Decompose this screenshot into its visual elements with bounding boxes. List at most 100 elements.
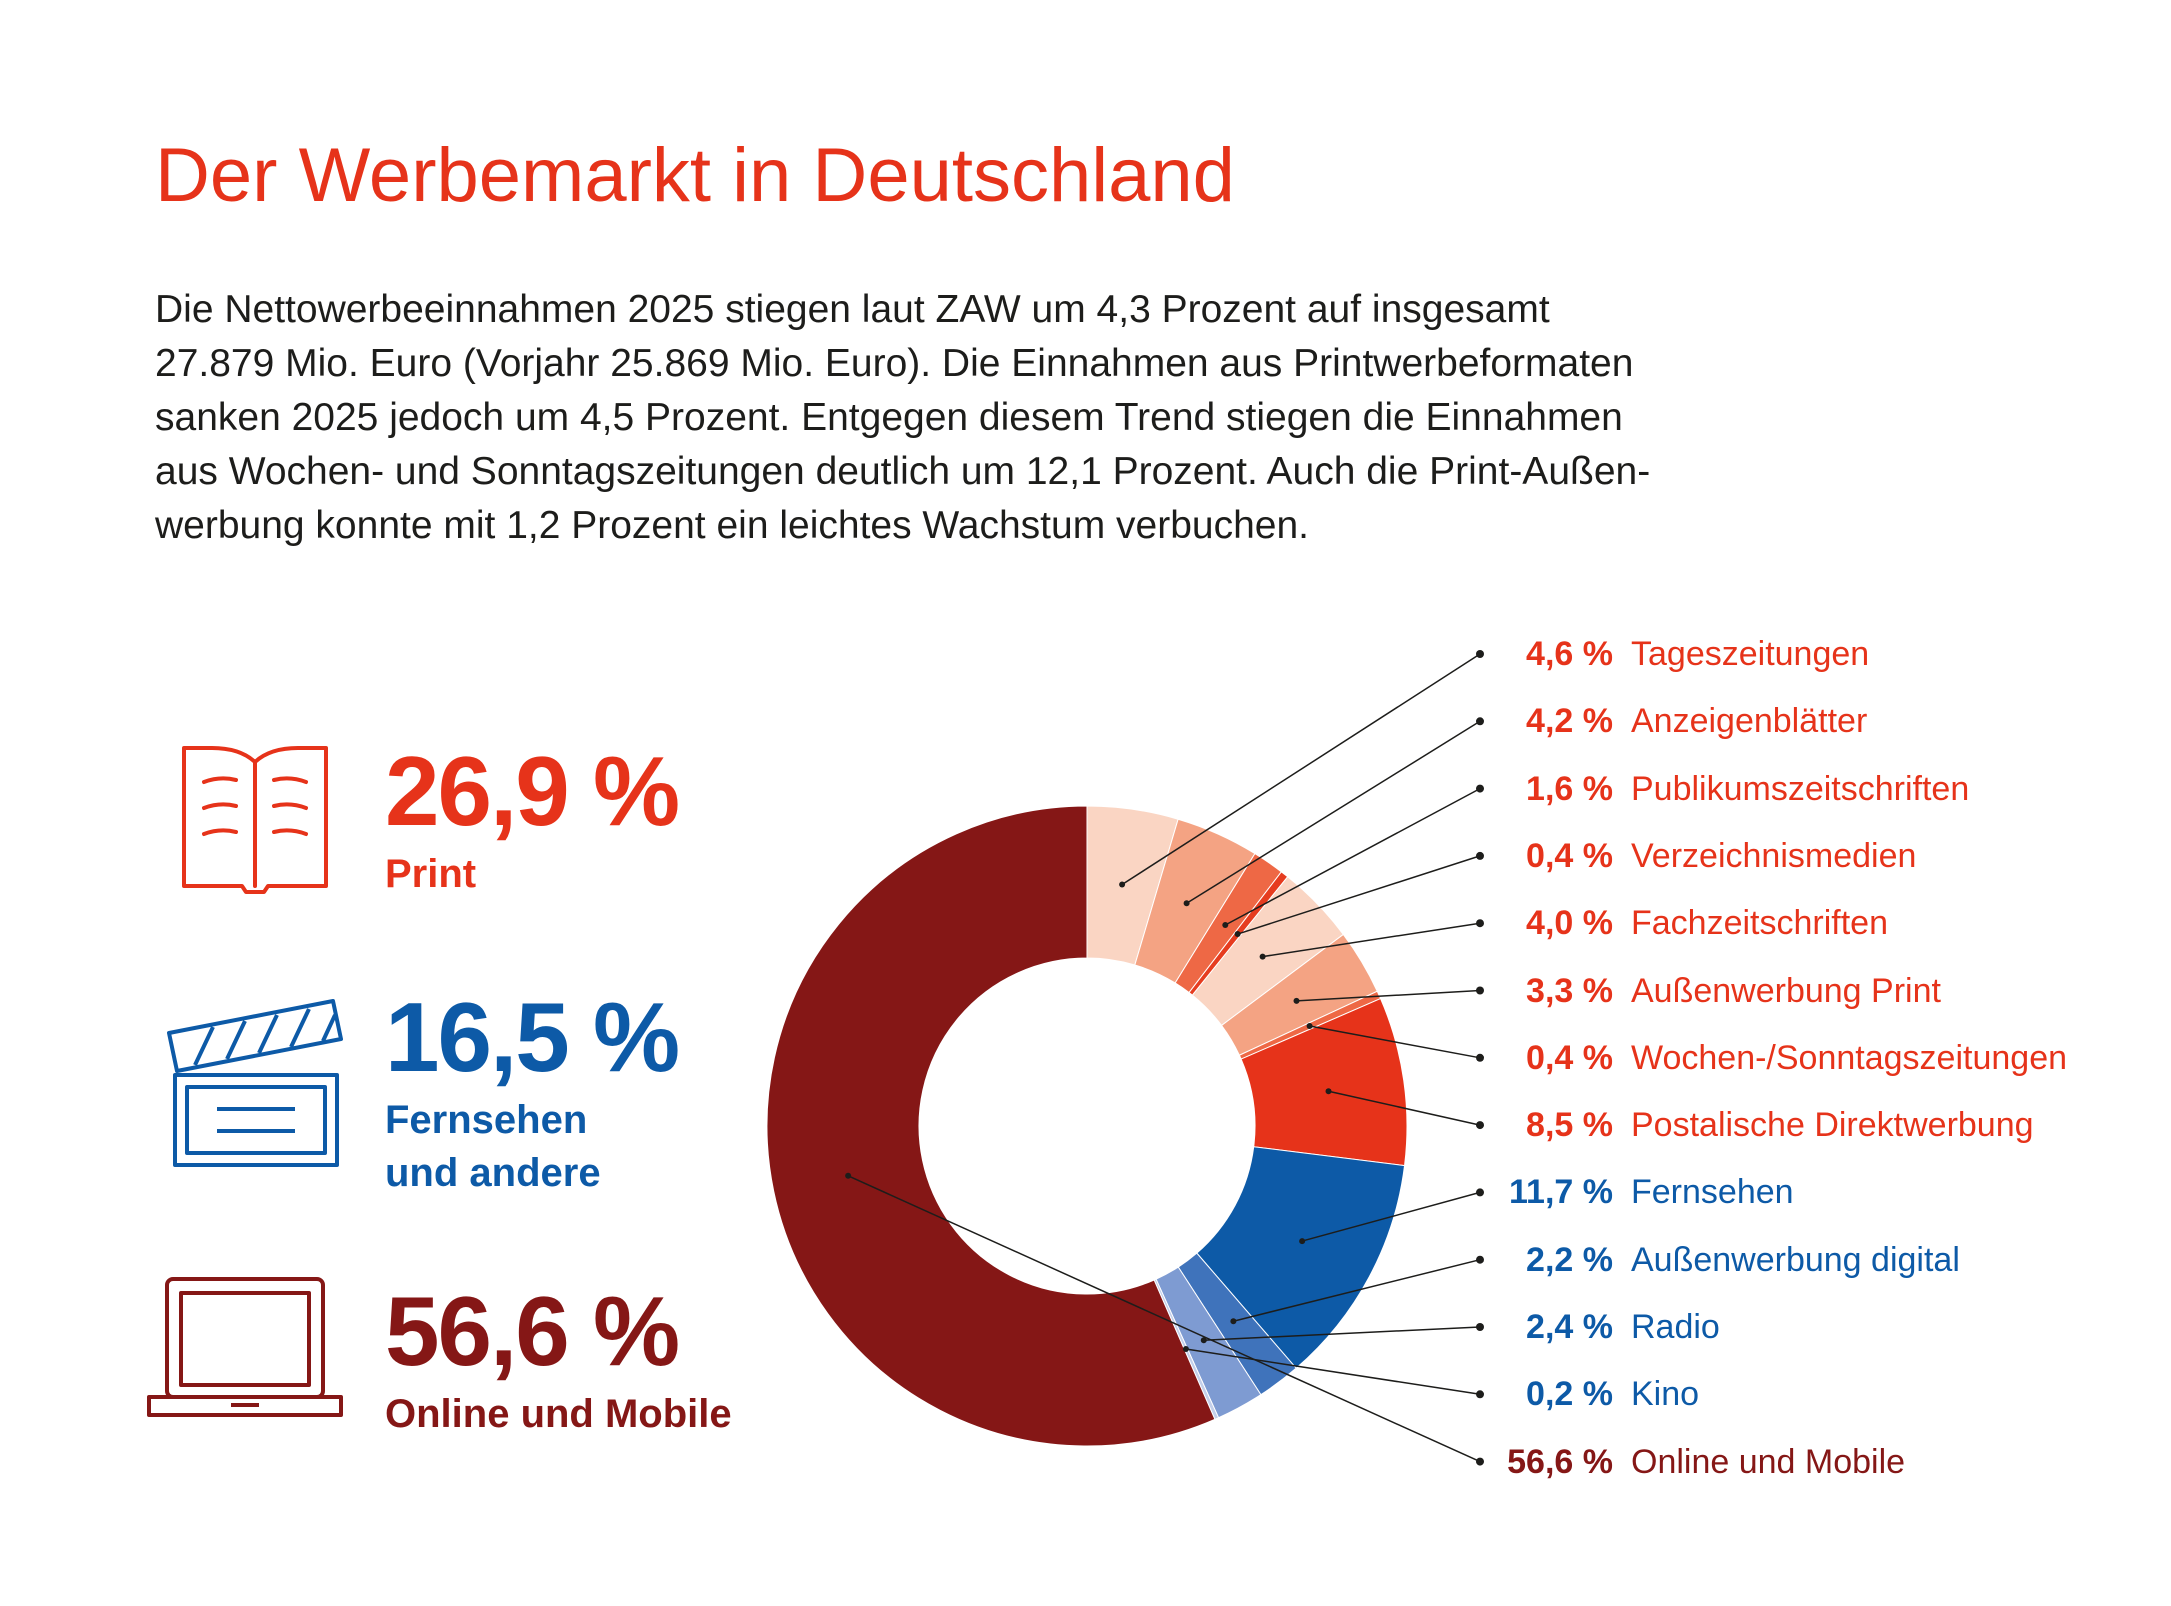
legend-label: Außenwerbung digital [1631,1240,1960,1279]
legend-value: 11,7 % [1509,1173,1613,1212]
category-online: 56,6 % Online und Mobile [385,1282,732,1441]
leader-dot [1476,1390,1484,1399]
leader-line [1237,855,1481,935]
leader-dot [1234,931,1241,938]
legend-item: 0,4 % Verzeichnismedien [1440,823,1916,890]
legend-value: 4,2 % [1526,702,1613,741]
legend-label: Online und Mobile [1631,1442,1906,1481]
legend-item: 2,4 % Radio [1440,1294,1720,1361]
legend-item: 11,7 % Fernsehen [1440,1159,1794,1226]
legend-value: 4,6 % [1526,635,1613,673]
legend-item: 2,2 % Außenwerbung digital [1440,1227,1960,1294]
intro-line: werbung konnte mit 1,2 Prozent ein leich… [155,504,1309,547]
legend-item: 0,2 % Kino [1440,1361,1699,1428]
legend-item: 1,6 % Publikumszeitschriften [1440,756,1969,823]
legend-item: 0,4 % Wochen-/Sonntagszeitungen [1440,1025,2067,1092]
legend-label: Tageszeitungen [1631,635,1870,673]
category-label-line: und andere [385,1151,601,1195]
leader-line [1309,1025,1481,1059]
legend-label: Fachzeitschriften [1631,904,1888,943]
leader-line [1186,720,1481,904]
legend-value: 3,3 % [1526,971,1613,1010]
legend-item: 4,2 % Anzeigenblätter [1440,688,1867,755]
leader-dot [1259,953,1266,960]
category-label: Print [385,852,477,896]
legend-value: 1,6 % [1526,769,1613,808]
legend-value: 0,4 % [1526,1038,1613,1077]
intro-line: sanken 2025 jedoch um 4,5 Prozent. Entge… [155,396,1623,439]
donut-slice [766,805,1216,1447]
leader-dot [1306,1023,1313,1030]
leader-dot [1476,1188,1484,1197]
legend-item: 3,3 % Außenwerbung Print [1440,958,1941,1025]
page-title: Der Werbemarkt in Deutschland [155,133,1235,218]
legend-label: Publikumszeitschriften [1631,769,1970,808]
legend-value: 0,2 % [1526,1375,1613,1414]
leader-line [847,1175,1481,1463]
leader-dot [1182,1346,1189,1353]
legend-value: 2,4 % [1526,1308,1613,1346]
legend-label: Verzeichnismedien [1631,836,1917,875]
legend-label: Außenwerbung Print [1631,971,1941,1010]
leader-dot [1183,900,1190,907]
leader-dot [1476,851,1484,860]
legend-item: 56,6 % Online und Mobile [1440,1429,1905,1496]
leader-line [1203,1326,1481,1341]
intro-text: Die Nettowerbeeinnahmen 2025 stiegen lau… [155,283,1915,553]
leader-line [1301,1191,1481,1242]
category-print: 26,9 % Print [385,736,680,901]
legend-label: Postalische Direktwerbung [1631,1106,2034,1145]
legend-value: 0,4 % [1526,836,1613,875]
leader-line [1121,653,1481,886]
category-percent: 26,9 % [385,736,680,846]
intro-line: 27.879 Mio. Euro (Vorjahr 25.869 Mio. Eu… [155,342,1634,385]
clapperboard-icon [167,999,343,1167]
category-tv: 16,5 % Fernsehen und andere [385,982,680,1200]
legend-item: 4,0 % Fachzeitschriften [1440,890,1888,957]
leader-dot [1119,881,1126,888]
leader-dot [1476,1121,1484,1130]
legend-label: Fernsehen [1631,1173,1794,1212]
leader-dot [1476,1053,1484,1062]
leader-dot [1476,650,1484,658]
leader-line [1233,1258,1481,1322]
laptop-icon [147,1277,343,1417]
legend-value: 4,0 % [1526,904,1613,943]
leader-line [1185,1348,1481,1396]
leader-dot [1325,1088,1332,1095]
legend-value: 56,6 % [1507,1442,1613,1481]
leader-dot [1476,986,1484,995]
leader-dot [1230,1318,1237,1325]
legend-label: Wochen-/Sonntagszeitungen [1631,1038,2068,1077]
leader-line [1296,989,1481,1002]
leader-dot [1476,784,1484,793]
legend-label: Kino [1631,1375,1700,1414]
legend-label: Anzeigenblätter [1631,702,1868,741]
legend-label: Radio [1631,1308,1720,1346]
legend-item: 8,5 % Postalische Direktwerbung [1440,1092,2034,1159]
leader-dot [1476,717,1484,726]
category-label-line: Fernsehen [385,1098,588,1142]
leader-line [1328,1090,1481,1126]
legend-item: 4,6 % Tageszeitungen [1440,621,1869,688]
category-percent: 16,5 % [385,982,680,1092]
leader-dot [1299,1238,1306,1245]
leader-dot [1476,1323,1484,1331]
leader-line [1262,922,1481,958]
leader-dot [1476,919,1484,928]
leader-line [1224,787,1481,926]
category-label: Online und Mobile [385,1392,732,1436]
leader-dot [1200,1337,1207,1344]
category-label: Fernsehen und andere [385,1094,678,1200]
category-percent: 56,6 % [385,1276,680,1386]
leader-dot [845,1172,852,1179]
legend-value: 8,5 % [1526,1106,1613,1145]
leader-dot [1222,921,1229,928]
leader-dot [1293,997,1300,1004]
leader-dot [1476,1457,1484,1466]
intro-line: aus Wochen- und Sonntagszeitungen deutli… [155,450,1651,493]
intro-line: Die Nettowerbeeinnahmen 2025 stiegen lau… [155,288,1550,331]
legend-value: 2,2 % [1526,1240,1613,1279]
leader-dot [1476,1255,1484,1264]
